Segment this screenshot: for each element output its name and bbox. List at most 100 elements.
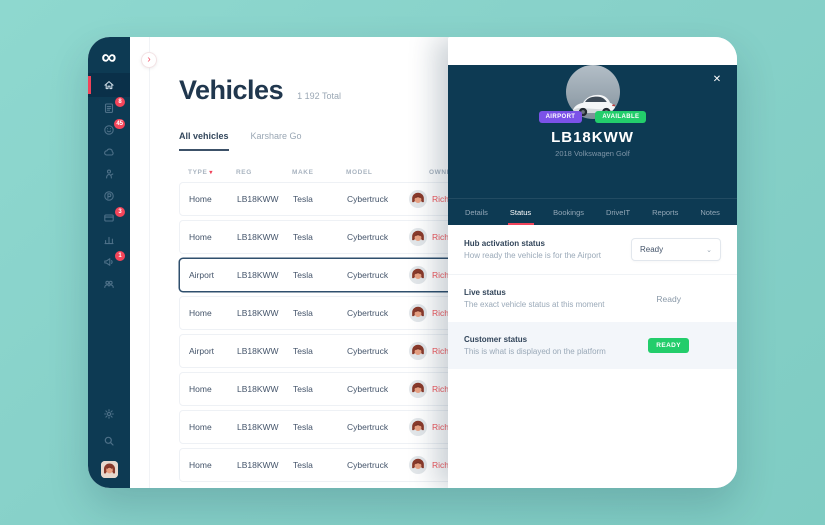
owner-name-link[interactable]: Richard bbox=[432, 384, 462, 394]
column-type-label: TYPE bbox=[188, 169, 208, 176]
search-icon[interactable] bbox=[103, 434, 115, 452]
sidebar-item-home[interactable] bbox=[88, 73, 130, 97]
column-owner[interactable]: OWNER bbox=[429, 169, 457, 176]
column-make[interactable]: MAKE bbox=[292, 169, 314, 176]
cell-make: Tesla bbox=[293, 346, 313, 356]
cell-reg: LB18KWW bbox=[237, 460, 279, 470]
sidebar-item-cloud[interactable] bbox=[88, 141, 130, 163]
section-subtitle: The exact vehicle status at this moment bbox=[464, 300, 605, 309]
cell-type: Home bbox=[189, 232, 212, 242]
owner-name-link[interactable]: Richard bbox=[432, 194, 462, 204]
vehicle-detail-panel: ✕ AIRPORT AVAILABLE LB bbox=[448, 37, 737, 488]
sidebar-item-payments[interactable]: 3 bbox=[88, 207, 130, 229]
cell-type: Home bbox=[189, 308, 212, 318]
owner-name-link[interactable]: Richard bbox=[432, 422, 462, 432]
column-type[interactable]: TYPE ▾ bbox=[188, 169, 236, 176]
table-header: TYPE ▾ REG MAKE MODEL OWNER bbox=[179, 169, 719, 176]
gutter-divider bbox=[149, 37, 150, 488]
cell-reg: LB18KWW bbox=[237, 422, 279, 432]
sidebar-footer bbox=[100, 407, 118, 478]
expand-panel-button[interactable]: › bbox=[141, 52, 157, 68]
cell-type: Home bbox=[189, 460, 212, 470]
cell-owner: Richard bbox=[409, 304, 718, 322]
app-logo-infinity[interactable]: ∞ bbox=[101, 46, 117, 69]
customer-status-section: Customer status This is what is displaye… bbox=[448, 322, 737, 369]
sidebar-item-insights[interactable] bbox=[88, 229, 130, 251]
sidebar-item-drivers[interactable] bbox=[88, 163, 130, 185]
live-status-section: Live status The exact vehicle status at … bbox=[448, 274, 737, 322]
tab-bookings[interactable]: Bookings bbox=[553, 207, 584, 217]
cell-model: Cybertruck bbox=[347, 346, 389, 356]
cell-reg: LB18KWW bbox=[237, 384, 279, 394]
owner-avatar bbox=[409, 418, 427, 436]
cell-owner: Richard bbox=[409, 380, 718, 398]
sidebar-item-announcements[interactable]: 1 bbox=[88, 251, 130, 273]
status-badges: AIRPORT AVAILABLE bbox=[448, 111, 737, 123]
live-status-value: Ready bbox=[656, 293, 681, 304]
close-icon[interactable]: ✕ bbox=[712, 74, 722, 85]
app-window: › Vehicles 1 192 Total All vehicles Kars… bbox=[88, 37, 737, 488]
owner-name-link[interactable]: Richard bbox=[432, 270, 462, 280]
section-title: Hub activation status bbox=[464, 239, 545, 248]
clipboard-icon bbox=[103, 102, 115, 114]
cell-type: Airport bbox=[189, 270, 215, 280]
section-subtitle: This is what is displayed on the platfor… bbox=[464, 347, 606, 356]
airport-badge[interactable]: AIRPORT bbox=[538, 111, 583, 123]
cell-make: Tesla bbox=[293, 232, 313, 242]
sidebar-item-members[interactable]: 45 bbox=[88, 119, 130, 141]
owner-name-link[interactable]: Richard bbox=[432, 232, 462, 242]
owner-avatar bbox=[409, 228, 427, 246]
owner-name-link[interactable]: Richard bbox=[432, 346, 462, 356]
hub-status-select[interactable]: Ready ⌄ bbox=[631, 238, 721, 261]
available-badge[interactable]: AVAILABLE bbox=[595, 111, 647, 123]
sidebar-item-parking[interactable] bbox=[88, 185, 130, 207]
cell-owner: Richard bbox=[409, 190, 718, 208]
badge: 3 bbox=[115, 207, 125, 217]
megaphone-icon bbox=[103, 256, 115, 268]
cell-model: Cybertruck bbox=[347, 308, 389, 318]
select-value: Ready bbox=[640, 245, 664, 254]
vehicle-description: 2018 Volkswagen Golf bbox=[555, 149, 630, 158]
column-reg[interactable]: REG bbox=[236, 169, 252, 176]
section-title: Live status bbox=[464, 288, 506, 297]
users-icon bbox=[103, 278, 115, 290]
tab-notes[interactable]: Notes bbox=[700, 207, 720, 217]
gear-icon[interactable] bbox=[103, 407, 115, 425]
owner-name-link[interactable]: Richard bbox=[432, 308, 462, 318]
card-icon bbox=[103, 212, 115, 224]
cell-make: Tesla bbox=[293, 384, 313, 394]
cell-reg: LB18KWW bbox=[237, 232, 279, 242]
column-model[interactable]: MODEL bbox=[346, 169, 373, 176]
sort-desc-icon: ▾ bbox=[209, 170, 214, 176]
chevron-down-icon: ⌄ bbox=[706, 246, 712, 254]
cell-make: Tesla bbox=[293, 460, 313, 470]
cell-make: Tesla bbox=[293, 308, 313, 318]
section-title: Customer status bbox=[464, 335, 528, 344]
smiley-icon bbox=[103, 124, 115, 136]
tab-reports[interactable]: Reports bbox=[652, 207, 679, 217]
sidebar-item-teams[interactable] bbox=[88, 273, 130, 295]
vehicles-total-count: 1 192 Total bbox=[297, 91, 341, 101]
badge: 1 bbox=[115, 251, 125, 261]
vehicle-registration: LB18KWW bbox=[551, 129, 634, 146]
section-subtitle: How ready the vehicle is for the Airport bbox=[464, 251, 601, 260]
cell-reg: LB18KWW bbox=[237, 194, 279, 204]
page-title: Vehicles bbox=[179, 75, 284, 105]
cell-type: Home bbox=[189, 194, 212, 204]
sidebar-item-bookings[interactable]: 8 bbox=[88, 97, 130, 119]
cell-owner: Richard bbox=[409, 342, 718, 360]
tab-all-vehicles[interactable]: All vehicles bbox=[179, 131, 229, 151]
panel-body: Hub activation status How ready the vehi… bbox=[448, 225, 737, 369]
tab-karshare-go[interactable]: Karshare Go bbox=[250, 131, 302, 141]
cell-make: Tesla bbox=[293, 270, 313, 280]
tab-status[interactable]: Status bbox=[510, 199, 531, 225]
badge-connector bbox=[586, 116, 592, 118]
cloud-icon bbox=[103, 146, 115, 158]
tab-driveit[interactable]: DriveIT bbox=[605, 207, 631, 217]
tab-details[interactable]: Details bbox=[465, 207, 488, 217]
cell-model: Cybertruck bbox=[347, 384, 389, 394]
user-avatar[interactable] bbox=[100, 461, 118, 478]
owner-name-link[interactable]: Richard bbox=[432, 460, 462, 470]
owner-avatar bbox=[409, 266, 427, 284]
